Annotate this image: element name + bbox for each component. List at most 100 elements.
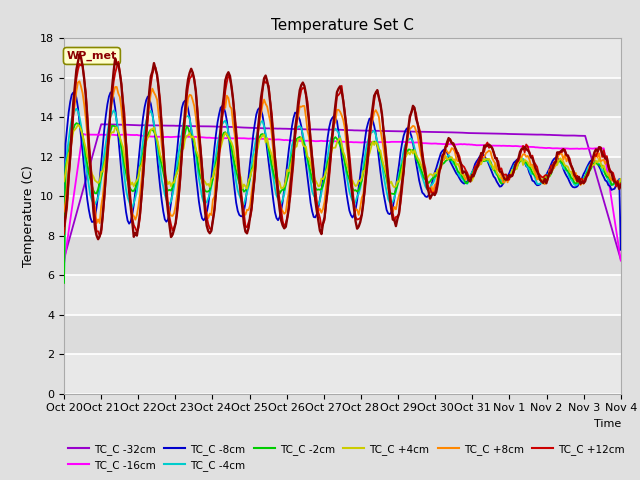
Line: TC_C -4cm: TC_C -4cm — [64, 108, 621, 281]
TC_C -32cm — [60, 256, 68, 262]
WP_met — [76, 51, 83, 57]
TC_C -32cm — [130, 122, 138, 128]
Bar — [64, 354, 621, 394]
TC_C +12cm — [229, 96, 237, 102]
WP_met — [257, 95, 265, 101]
TC_C +4cm — [74, 122, 82, 128]
TC_C -4cm — [246, 175, 254, 180]
TC_C -2cm — [246, 175, 254, 180]
TC_C -8cm — [130, 202, 138, 208]
Bar — [64, 78, 621, 117]
TC_C -4cm — [588, 161, 595, 167]
Legend: TC_C -32cm, TC_C -16cm, TC_C -8cm, TC_C -4cm, TC_C -2cm, TC_C +4cm, TC_C +8cm, T: TC_C -32cm, TC_C -16cm, TC_C -8cm, TC_C … — [64, 440, 629, 475]
TC_C -8cm — [305, 188, 313, 193]
TC_C -4cm — [617, 177, 625, 182]
Line: TC_C -32cm: TC_C -32cm — [64, 124, 621, 260]
WP_met — [248, 204, 255, 209]
TC_C +8cm — [76, 78, 83, 84]
TC_C -16cm — [255, 136, 263, 142]
TC_C -8cm — [228, 158, 236, 164]
TC_C +12cm — [307, 134, 314, 140]
TC_C +12cm — [60, 231, 68, 237]
TC_C -8cm — [71, 89, 79, 95]
WP_met — [131, 230, 139, 236]
TC_C -32cm — [97, 121, 105, 127]
WP_met — [94, 236, 102, 242]
TC_C -4cm — [60, 278, 68, 284]
TC_C +8cm — [229, 121, 237, 127]
TC_C +4cm — [228, 140, 236, 145]
TC_C +4cm — [307, 161, 314, 167]
Y-axis label: Temperature (C): Temperature (C) — [22, 165, 35, 267]
TC_C +4cm — [243, 186, 251, 192]
TC_C +12cm — [115, 59, 122, 64]
Bar — [64, 196, 621, 236]
TC_C -4cm — [130, 200, 138, 206]
TC_C -8cm — [588, 157, 595, 163]
TC_C -16cm — [617, 258, 625, 264]
Line: WP_met: WP_met — [64, 54, 621, 239]
TC_C -32cm — [588, 155, 595, 160]
TC_C -32cm — [228, 124, 236, 130]
WP_met — [617, 182, 625, 188]
Line: TC_C -16cm: TC_C -16cm — [64, 134, 621, 264]
TC_C -16cm — [60, 261, 68, 267]
TC_C -16cm — [588, 146, 595, 152]
TC_C +4cm — [248, 168, 255, 174]
TC_C -16cm — [130, 132, 138, 138]
Bar — [64, 315, 621, 354]
TC_C +12cm — [589, 156, 596, 161]
TC_C +12cm — [131, 225, 139, 231]
Line: TC_C +4cm: TC_C +4cm — [64, 125, 621, 189]
Line: TC_C -2cm: TC_C -2cm — [64, 123, 621, 283]
TC_C -8cm — [255, 105, 263, 111]
TC_C -4cm — [255, 123, 263, 129]
TC_C +4cm — [130, 183, 138, 189]
TC_C +4cm — [257, 135, 265, 141]
TC_C -32cm — [617, 257, 625, 263]
TC_C -4cm — [305, 167, 313, 173]
TC_C -2cm — [130, 188, 138, 194]
Line: TC_C -8cm: TC_C -8cm — [64, 92, 621, 250]
TC_C -2cm — [588, 165, 595, 171]
Line: TC_C +12cm: TC_C +12cm — [64, 61, 621, 236]
WP_met — [60, 223, 68, 228]
TC_C -16cm — [305, 138, 313, 144]
TC_C +12cm — [248, 207, 255, 213]
TC_C -2cm — [228, 145, 236, 151]
TC_C +8cm — [93, 220, 100, 226]
TC_C -16cm — [79, 131, 86, 137]
TC_C -2cm — [255, 135, 263, 141]
WP_met — [307, 140, 314, 145]
TC_C -16cm — [246, 136, 254, 142]
TC_C +8cm — [248, 190, 255, 195]
TC_C +4cm — [589, 162, 596, 168]
Title: Temperature Set C: Temperature Set C — [271, 18, 414, 33]
TC_C -8cm — [617, 247, 625, 252]
TC_C -2cm — [60, 280, 68, 286]
TC_C +8cm — [60, 209, 68, 215]
TC_C +4cm — [60, 179, 68, 184]
TC_C -8cm — [60, 230, 68, 236]
TC_C +12cm — [96, 233, 104, 239]
TC_C -32cm — [305, 127, 313, 132]
Bar — [64, 117, 621, 157]
Line: TC_C +8cm: TC_C +8cm — [64, 81, 621, 223]
TC_C +12cm — [617, 181, 625, 187]
Text: WP_met: WP_met — [67, 51, 117, 61]
TC_C -2cm — [305, 162, 313, 168]
TC_C +8cm — [257, 111, 265, 117]
TC_C -2cm — [617, 180, 625, 185]
Bar — [64, 38, 621, 78]
TC_C +12cm — [257, 107, 265, 112]
TC_C +4cm — [617, 176, 625, 182]
Bar — [64, 236, 621, 275]
TC_C +8cm — [589, 159, 596, 165]
TC_C -4cm — [228, 144, 236, 150]
TC_C -8cm — [246, 159, 254, 165]
TC_C -2cm — [72, 120, 80, 126]
TC_C +8cm — [131, 217, 139, 223]
TC_C +8cm — [307, 149, 314, 155]
WP_met — [229, 96, 237, 102]
TC_C -4cm — [72, 106, 80, 111]
